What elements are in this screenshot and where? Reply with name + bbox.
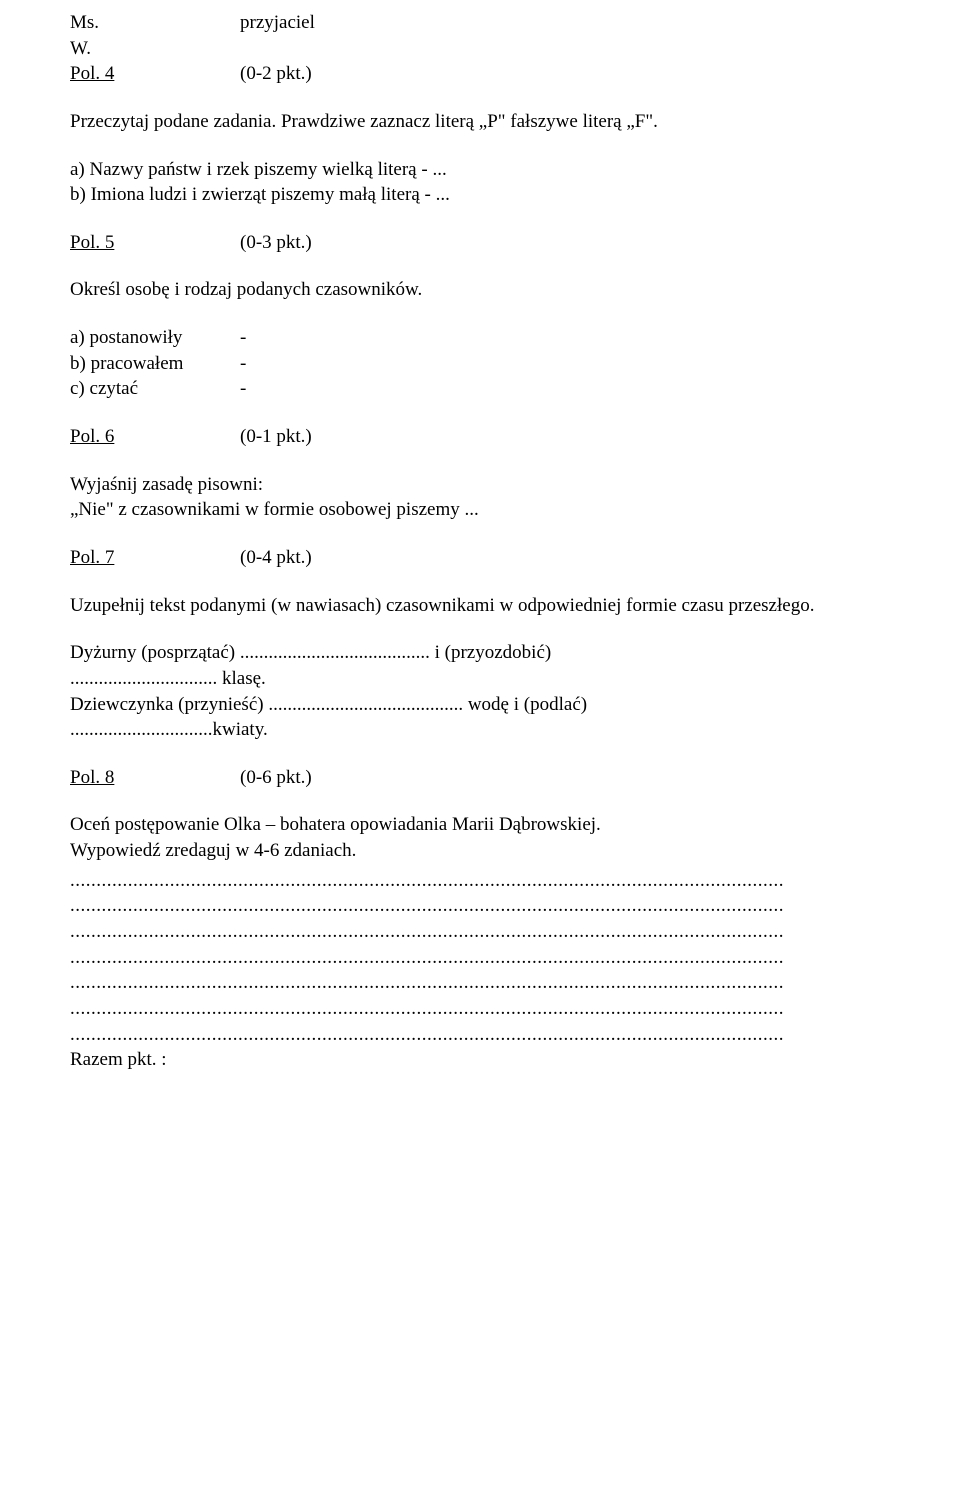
pol6-body: Wyjaśnij zasadę pisowni: „Nie" z czasown… [70, 472, 890, 523]
pol7-points: (0-4 pkt.) [240, 545, 890, 571]
pol4-instruction: Przeczytaj podane zadania. Prawdziwe zaz… [70, 109, 890, 135]
pol5-heading: Pol. 5 (0-3 pkt.) [70, 230, 890, 256]
page: Ms. przyjaciel W. Pol. 4 (0-2 pkt.) Prze… [0, 0, 960, 1497]
pol7-label: Pol. 7 [70, 545, 240, 571]
pol5-item-b: b) pracowałem - [70, 351, 890, 377]
total-points: Razem pkt. : [70, 1047, 890, 1073]
pol6-label: Pol. 6 [70, 424, 240, 450]
pol8-label: Pol. 8 [70, 765, 240, 791]
pol4-heading: Pol. 4 (0-2 pkt.) [70, 61, 890, 87]
pol8-line1: Oceń postępowanie Olka – bohatera opowia… [70, 812, 890, 838]
pol7-l3: Dziewczynka (przynieść) ................… [70, 692, 890, 718]
pol8-points: (0-6 pkt.) [240, 765, 890, 791]
pol8-heading: Pol. 8 (0-6 pkt.) [70, 765, 890, 791]
pol5-c-right: - [240, 376, 890, 402]
header-row-1: Ms. przyjaciel [70, 10, 890, 36]
pol6-line1: Wyjaśnij zasadę pisowni: [70, 472, 890, 498]
answer-line-7: ........................................… [70, 1022, 890, 1048]
pol7-l2: ............................... klasę. [70, 666, 890, 692]
answer-line-6: ........................................… [70, 996, 890, 1022]
pol7-instruction: Uzupełnij tekst podanymi (w nawiasach) c… [70, 593, 890, 619]
pol4-item-a: a) Nazwy państw i rzek piszemy wielką li… [70, 157, 890, 183]
pol4-points: (0-2 pkt.) [240, 61, 890, 87]
pol6-points: (0-1 pkt.) [240, 424, 890, 450]
header-right-1: przyjaciel [240, 10, 890, 36]
pol5-items: a) postanowiły - b) pracowałem - c) czyt… [70, 325, 890, 402]
answer-line-3: ........................................… [70, 919, 890, 945]
pol4-item-b: b) Imiona ludzi i zwierząt piszemy małą … [70, 182, 890, 208]
pol4-items: a) Nazwy państw i rzek piszemy wielką li… [70, 157, 890, 208]
pol5-label: Pol. 5 [70, 230, 240, 256]
pol6-heading: Pol. 6 (0-1 pkt.) [70, 424, 890, 450]
pol7-heading: Pol. 7 (0-4 pkt.) [70, 545, 890, 571]
answer-line-5: ........................................… [70, 970, 890, 996]
pol6-line2: „Nie" z czasownikami w formie osobowej p… [70, 497, 890, 523]
pol7-l1: Dyżurny (posprzątać) ...................… [70, 640, 890, 666]
answer-line-2: ........................................… [70, 893, 890, 919]
header-left-2: W. [70, 36, 240, 62]
answer-line-4: ........................................… [70, 945, 890, 971]
pol7-l4: ..............................kwiaty. [70, 717, 890, 743]
pol5-b-left: b) pracowałem [70, 351, 240, 377]
answer-line-1: ........................................… [70, 868, 890, 894]
pol5-points: (0-3 pkt.) [240, 230, 890, 256]
pol8-line2: Wypowiedź zredaguj w 4-6 zdaniach. [70, 838, 890, 864]
pol5-item-a: a) postanowiły - [70, 325, 890, 351]
pol4-label: Pol. 4 [70, 61, 240, 87]
header-row-2: W. [70, 36, 890, 62]
header-left-1: Ms. [70, 10, 240, 36]
pol5-a-left: a) postanowiły [70, 325, 240, 351]
pol5-item-c: c) czytać - [70, 376, 890, 402]
pol5-b-right: - [240, 351, 890, 377]
pol8-body: Oceń postępowanie Olka – bohatera opowia… [70, 812, 890, 863]
pol5-c-left: c) czytać [70, 376, 240, 402]
pol5-instruction: Określ osobę i rodzaj podanych czasownik… [70, 277, 890, 303]
pol7-text: Dyżurny (posprzątać) ...................… [70, 640, 890, 743]
answer-lines: ........................................… [70, 868, 890, 1047]
pol5-a-right: - [240, 325, 890, 351]
